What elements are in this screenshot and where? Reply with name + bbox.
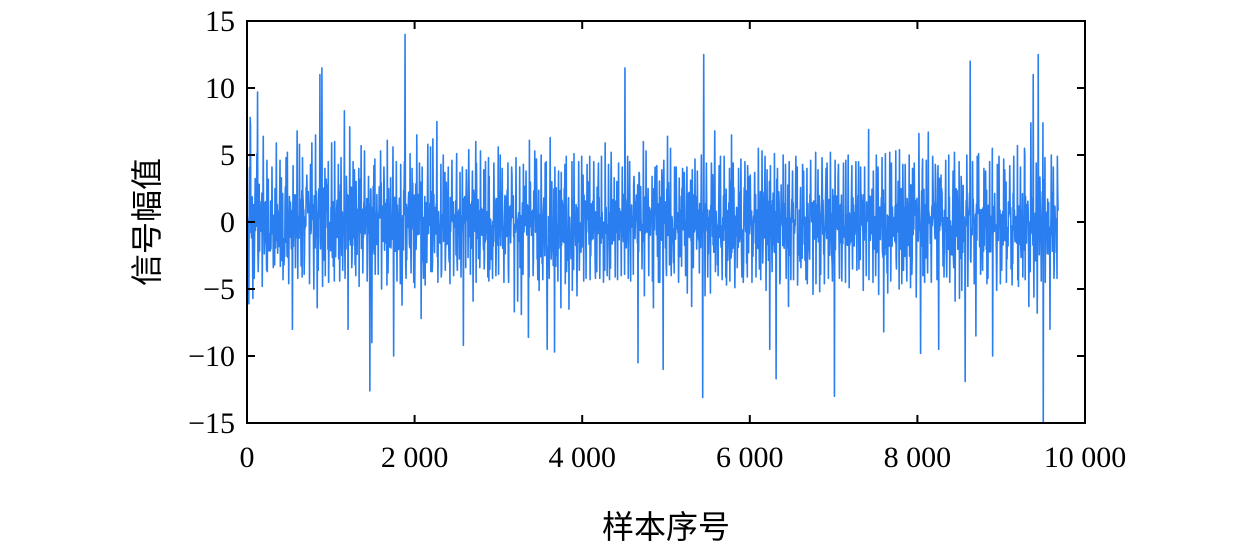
y-tick-label: 0 [220, 206, 235, 239]
x-tick-label: 2 000 [381, 441, 449, 474]
x-tick-label: 4 000 [548, 441, 616, 474]
series-layer [246, 33, 1059, 424]
y-tick-label: 15 [205, 5, 235, 38]
y-tick-label: 10 [205, 72, 235, 105]
series-line-0 [246, 33, 1059, 424]
x-tick-label: 0 [240, 441, 255, 474]
x-tick-label: 8 000 [884, 441, 952, 474]
y-axis-label: 信号幅值 [128, 158, 166, 286]
y-tick-label: 5 [220, 139, 235, 172]
y-tick-label: −15 [188, 407, 235, 440]
x-axis-label: 样本序号 [602, 508, 730, 546]
y-tick-label: −5 [203, 273, 235, 306]
y-tick-label: −10 [188, 340, 235, 373]
x-tick-label: 6 000 [716, 441, 784, 474]
labels-layer: 0 2 000 4 000 6 000 8 000 10 000 −15 −10 −5 0 5 10 1… [188, 5, 1126, 474]
ticks-layer [246, 20, 1086, 424]
x-tick-label: 10 000 [1044, 441, 1127, 474]
